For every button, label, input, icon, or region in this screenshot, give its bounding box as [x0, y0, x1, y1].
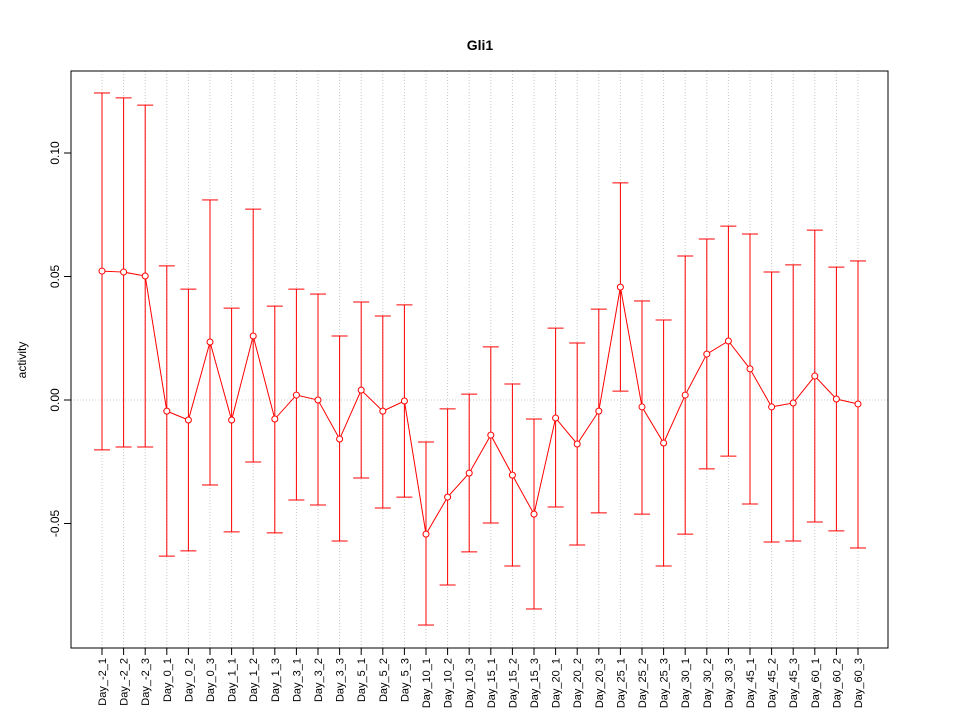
data-point	[228, 416, 236, 424]
y-tick-label: 0.10	[48, 141, 62, 165]
data-point	[357, 386, 365, 394]
data-point	[811, 372, 819, 380]
data-point	[184, 416, 192, 424]
x-tick-label: Day_0_1	[162, 658, 174, 702]
x-tick-label: Day_20_2	[572, 658, 584, 708]
x-tick-label: Day_45_1	[745, 658, 757, 708]
x-tick-label: Day_1_3	[270, 658, 282, 702]
data-point	[141, 272, 149, 280]
x-tick-label: Day_30_1	[680, 658, 692, 708]
y-tick-label: 0.00	[48, 388, 62, 412]
x-tick-label: Day_25_3	[659, 658, 671, 708]
data-point	[703, 350, 711, 358]
x-tick-label: Day_30_2	[702, 658, 714, 708]
data-point	[336, 435, 344, 443]
x-tick-label: Day_30_3	[723, 658, 735, 708]
data-point	[206, 338, 214, 346]
x-tick-label: Day_3_2	[313, 658, 325, 702]
x-tick-label: Day_0_3	[205, 658, 217, 702]
data-point	[379, 407, 387, 415]
x-tick-label: Day_3_1	[291, 658, 303, 702]
x-tick-label: Day_5_2	[378, 658, 390, 702]
grid	[71, 71, 888, 648]
data-point	[249, 332, 257, 340]
data-point	[789, 399, 797, 407]
data-point	[163, 407, 171, 415]
data-point	[832, 395, 840, 403]
x-tick-label: Day_-2_3	[140, 658, 152, 706]
data-point	[530, 510, 538, 518]
data-point	[724, 337, 732, 345]
data-point	[638, 403, 646, 411]
y-axis-label: activity	[15, 342, 29, 379]
x-tick-label: Day_0_2	[183, 658, 195, 702]
x-tick-label: Day_5_1	[356, 658, 368, 702]
data-point	[616, 283, 624, 291]
data-point	[746, 365, 754, 373]
axes: -0.05 0.00 0.05 0.10 Day_-2_1 Day_-2_2 Day_-2_…	[48, 141, 865, 708]
data-point	[465, 469, 473, 477]
x-tick-label: Day_20_3	[594, 658, 606, 708]
data-point	[595, 407, 603, 415]
x-tick-label: Day_25_2	[637, 658, 649, 708]
data-point	[314, 396, 322, 404]
series-line	[101, 270, 859, 536]
x-tick-label: Day_10_2	[443, 658, 455, 708]
x-tick-label: Day_20_1	[551, 658, 563, 708]
x-tick-label: Day_10_1	[421, 658, 433, 708]
x-tick-label: Day_3_3	[335, 658, 347, 702]
data-point	[681, 391, 689, 399]
x-tick-label: Day_5_3	[399, 658, 411, 702]
data-point	[120, 268, 128, 276]
data-point	[508, 471, 516, 479]
data-point	[768, 403, 776, 411]
x-tick-label: Day_-2_1	[97, 658, 109, 706]
x-tick-label: Day_15_2	[507, 658, 519, 708]
x-tick-label: Day_-2_2	[119, 658, 131, 706]
data-point	[854, 400, 862, 408]
x-tick-label: Day_15_1	[486, 658, 498, 708]
x-tick-label: Day_10_3	[464, 658, 476, 708]
data-point	[271, 415, 279, 423]
data-point	[422, 530, 430, 538]
x-tick-label: Day_15_3	[529, 658, 541, 708]
data-point	[98, 267, 106, 275]
x-tick-label: Day_1_2	[248, 658, 260, 702]
x-tick-label: Day_60_2	[831, 658, 843, 708]
data-point	[660, 439, 668, 447]
y-tick-label: 0.05	[48, 265, 62, 289]
data-point	[573, 440, 581, 448]
data-point	[400, 397, 408, 405]
data-point	[292, 391, 300, 399]
plot-frame	[70, 70, 889, 649]
data-point	[444, 493, 452, 501]
data-point	[487, 431, 495, 439]
chart-title: Gli1	[467, 37, 494, 53]
series	[94, 92, 866, 626]
x-tick-label: Day_60_1	[810, 658, 822, 708]
x-tick-label: Day_45_2	[767, 658, 779, 708]
x-tick-label: Day_1_1	[227, 658, 239, 702]
x-tick-label: Day_45_3	[788, 658, 800, 708]
x-tick-label: Day_60_3	[853, 658, 865, 708]
x-tick-label: Day_25_1	[615, 658, 627, 708]
data-point	[552, 414, 560, 422]
y-tick-label: -0.05	[48, 510, 62, 538]
